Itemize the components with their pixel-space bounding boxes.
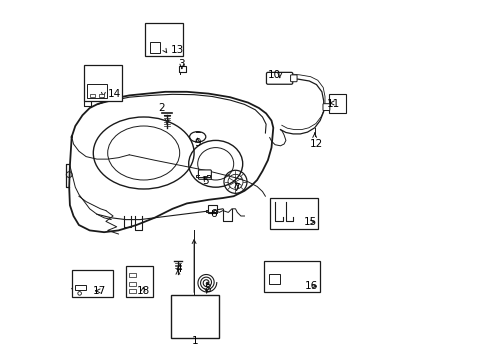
FancyBboxPatch shape bbox=[198, 170, 211, 179]
Bar bbox=[72, 270, 113, 297]
Bar bbox=[99, 94, 104, 97]
Bar bbox=[87, 84, 107, 98]
FancyBboxPatch shape bbox=[322, 104, 329, 111]
Text: 9: 9 bbox=[194, 138, 201, 148]
Bar bbox=[264, 261, 320, 292]
Bar bbox=[269, 198, 318, 229]
Bar bbox=[129, 289, 136, 293]
Text: 7: 7 bbox=[233, 183, 240, 193]
Text: 15: 15 bbox=[303, 217, 316, 227]
Text: 3: 3 bbox=[178, 59, 185, 69]
Bar bbox=[170, 295, 219, 338]
Bar bbox=[125, 266, 152, 297]
Text: 16: 16 bbox=[304, 281, 317, 291]
Text: 5: 5 bbox=[202, 176, 208, 186]
Bar bbox=[268, 274, 279, 284]
Bar bbox=[328, 94, 346, 113]
Bar bbox=[84, 65, 122, 101]
Bar bbox=[129, 273, 136, 277]
Text: 10: 10 bbox=[267, 69, 281, 80]
Bar bbox=[129, 282, 136, 286]
Text: 6: 6 bbox=[209, 209, 216, 219]
Text: 17: 17 bbox=[93, 286, 106, 296]
FancyBboxPatch shape bbox=[266, 72, 292, 84]
Polygon shape bbox=[69, 92, 273, 232]
Bar bbox=[179, 66, 186, 72]
Text: 1: 1 bbox=[191, 336, 198, 346]
Text: 2: 2 bbox=[158, 103, 164, 113]
Text: 11: 11 bbox=[326, 99, 340, 109]
Bar bbox=[90, 94, 95, 97]
Text: 12: 12 bbox=[309, 139, 323, 149]
Text: 14: 14 bbox=[108, 89, 122, 99]
Bar bbox=[75, 285, 86, 290]
Text: 18: 18 bbox=[136, 286, 149, 296]
FancyBboxPatch shape bbox=[290, 75, 296, 82]
Text: 8: 8 bbox=[204, 284, 211, 294]
Bar bbox=[150, 42, 160, 53]
Text: 13: 13 bbox=[171, 45, 184, 55]
Bar bbox=[145, 23, 183, 56]
Text: 4: 4 bbox=[175, 264, 182, 274]
FancyBboxPatch shape bbox=[207, 205, 217, 213]
